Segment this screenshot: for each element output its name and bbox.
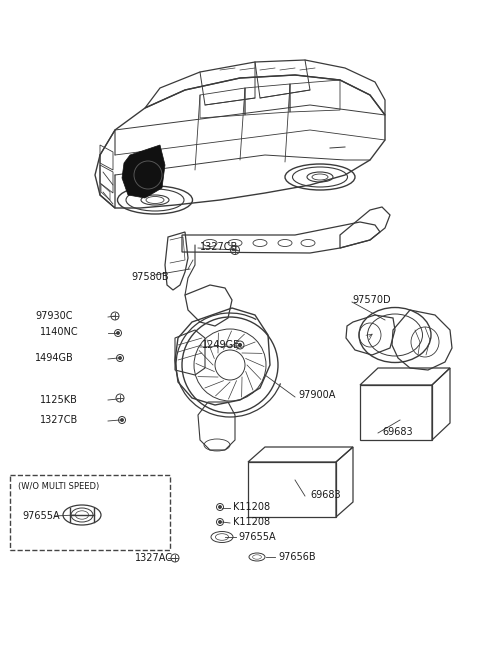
Circle shape bbox=[119, 357, 121, 359]
Text: 97570D: 97570D bbox=[352, 295, 391, 305]
Text: 1249GE: 1249GE bbox=[202, 340, 240, 350]
Text: 97655A: 97655A bbox=[22, 511, 60, 521]
Text: 97900A: 97900A bbox=[298, 390, 336, 400]
Text: K11208: K11208 bbox=[233, 502, 270, 512]
Bar bbox=[360, 385, 432, 440]
Circle shape bbox=[117, 332, 119, 334]
Text: 1327AC: 1327AC bbox=[135, 553, 173, 563]
Circle shape bbox=[239, 344, 241, 346]
Circle shape bbox=[121, 419, 123, 421]
Text: (W/O MULTI SPEED): (W/O MULTI SPEED) bbox=[18, 483, 99, 491]
Text: 1125KB: 1125KB bbox=[40, 395, 78, 405]
Bar bbox=[248, 462, 336, 517]
Circle shape bbox=[219, 521, 221, 523]
Circle shape bbox=[219, 506, 221, 508]
Text: 1327CB: 1327CB bbox=[200, 242, 238, 252]
Text: K11208: K11208 bbox=[233, 517, 270, 527]
Text: 1494GB: 1494GB bbox=[35, 353, 74, 363]
Text: 69683: 69683 bbox=[382, 427, 413, 437]
Text: 69683: 69683 bbox=[310, 490, 341, 500]
Text: 97656B: 97656B bbox=[278, 552, 316, 562]
Text: 97655A: 97655A bbox=[238, 532, 276, 542]
Text: 1140NC: 1140NC bbox=[40, 327, 79, 337]
Text: 97930C: 97930C bbox=[35, 311, 72, 321]
Text: 97580B: 97580B bbox=[131, 272, 168, 282]
Text: 1327CB: 1327CB bbox=[40, 415, 78, 425]
Polygon shape bbox=[122, 145, 165, 198]
